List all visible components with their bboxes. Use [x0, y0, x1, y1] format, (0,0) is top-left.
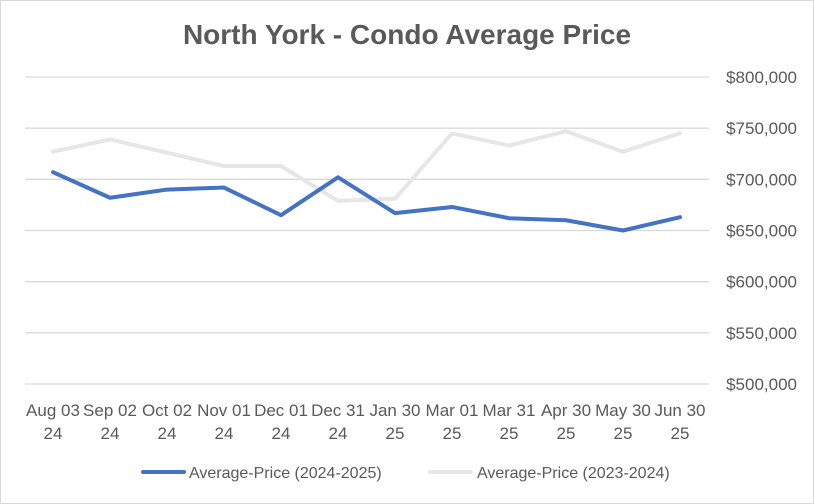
x-tick-label-year: 24: [329, 424, 348, 443]
y-tick-label: $650,000: [726, 222, 797, 241]
series-lines: [51, 129, 682, 233]
x-tick-label: Apr 30: [541, 401, 591, 420]
x-tick-label-year: 25: [500, 424, 519, 443]
x-tick-label-year: 25: [557, 424, 576, 443]
x-tick-label: Oct 02: [142, 401, 192, 420]
x-tick-label-year: 24: [272, 424, 291, 443]
legend: Average-Price (2024-2025) Average-Price (…: [141, 465, 670, 482]
legend-label: Average-Price (2023-2024): [477, 465, 670, 482]
x-tick-label-year: 25: [614, 424, 633, 443]
x-tick-label: Jan 30: [369, 401, 420, 420]
x-tick-label-year: 25: [386, 424, 405, 443]
x-tick-label-year: 24: [101, 424, 120, 443]
gridlines: [25, 76, 709, 385]
x-tick-label: May 30: [595, 401, 651, 420]
x-tick-label-year: 24: [215, 424, 234, 443]
x-tick-label: Aug 03: [26, 401, 80, 420]
x-tick-label: Sep 02: [83, 401, 137, 420]
y-tick-label: $700,000: [726, 170, 797, 189]
x-tick-label: Nov 01: [197, 401, 251, 420]
x-tick-label: Dec 01: [254, 401, 308, 420]
y-tick-label: $800,000: [726, 68, 797, 87]
y-tick-label: $750,000: [726, 119, 797, 138]
x-tick-label: Dec 31: [311, 401, 365, 420]
series-line-2024-2025: [51, 170, 682, 233]
y-tick-label: $550,000: [726, 324, 797, 343]
y-tick-label: $600,000: [726, 273, 797, 292]
legend-label: Average-Price (2024-2025): [189, 465, 382, 482]
chart-title: North York - Condo Average Price: [183, 19, 631, 50]
x-tick-label-year: 24: [158, 424, 177, 443]
y-axis-tick-labels: $500,000 $550,000 $600,000 $650,000 $700,000…: [726, 68, 797, 394]
x-tick-label: Mar 01: [426, 401, 479, 420]
x-tick-label: Mar 31: [483, 401, 536, 420]
x-axis-tick-labels: Aug 03 24 Sep 02 24 Oct 02 24 Nov 01 24 Dec 01 24…: [26, 401, 705, 443]
x-tick-label-year: 24: [44, 424, 63, 443]
x-tick-label-year: 25: [443, 424, 462, 443]
y-tick-label: $500,000: [726, 375, 797, 394]
series-line-2023-2024: [51, 129, 682, 203]
x-tick-label: Jun 30: [654, 401, 705, 420]
x-tick-label-year: 25: [671, 424, 690, 443]
